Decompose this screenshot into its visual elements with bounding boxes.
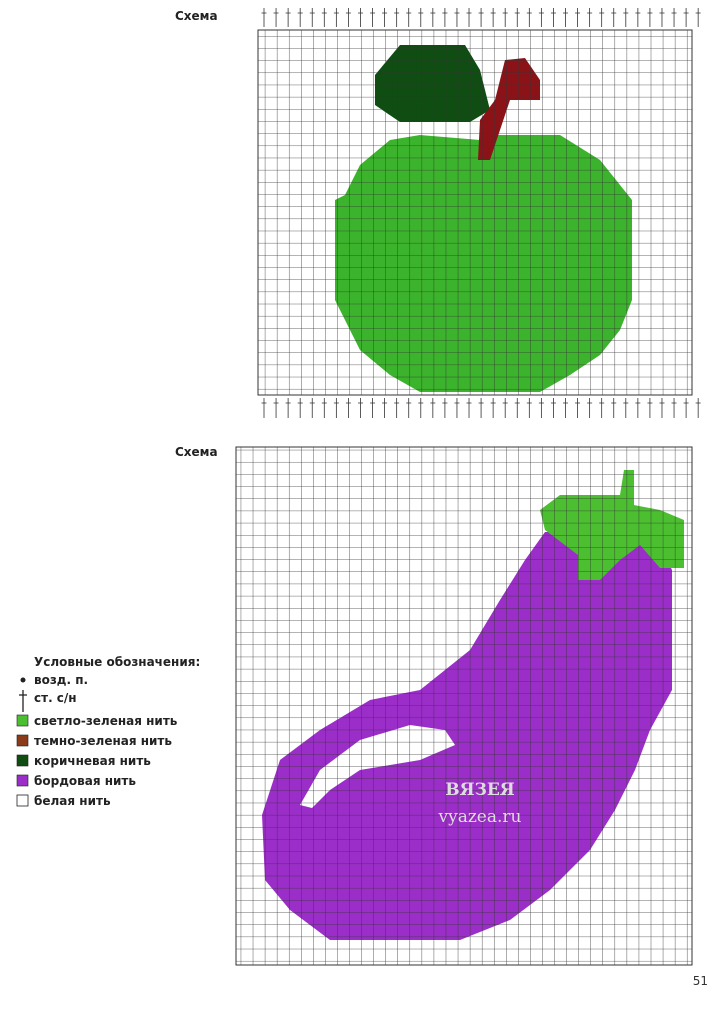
stitch-arrow <box>297 8 303 27</box>
stitch-arrow <box>695 398 701 418</box>
stitch-arrow <box>406 8 412 27</box>
stitch-arrow <box>297 398 303 418</box>
stitch-arrow <box>563 398 568 418</box>
stitch-arrow <box>526 8 532 27</box>
stitch-arrow <box>502 398 508 418</box>
watermark-title: ВЯЗЕЯ <box>445 780 515 800</box>
stitch-arrow <box>285 398 291 418</box>
stitch-arrow <box>382 8 388 27</box>
stitch-arrow <box>478 8 484 27</box>
stitch-arrow <box>563 8 568 27</box>
stitch-arrow <box>550 398 556 418</box>
stitch-arrow <box>261 398 267 418</box>
stitch-arrow <box>550 8 556 27</box>
stitch-arrow <box>647 398 653 418</box>
stitch-arrow <box>382 398 388 418</box>
stitch-arrow <box>370 398 376 418</box>
stitch-arrow <box>671 398 677 418</box>
page-number: 51 <box>693 974 708 988</box>
stitch-arrow <box>695 8 701 27</box>
stitch-arrow <box>309 8 315 27</box>
stitch-arrow <box>490 398 496 418</box>
stitch-arrow <box>538 8 544 27</box>
stitch-arrow <box>345 398 351 418</box>
stitch-arrow <box>466 398 472 418</box>
scheme-label: Схема <box>175 9 218 23</box>
stitch-arrow <box>683 398 689 418</box>
stitch-arrows <box>261 8 701 418</box>
legend-item: светло-зеленая нить <box>34 714 178 728</box>
stitch-arrow <box>321 398 327 418</box>
stitch-arrow <box>575 8 581 27</box>
stitch-arrow <box>418 8 424 27</box>
stitch-arrow <box>611 8 617 27</box>
stitch-arrow <box>454 398 460 418</box>
stitch-arrow <box>659 8 665 27</box>
stitch-arrow <box>309 398 315 418</box>
stitch-arrow <box>587 398 593 418</box>
stitch-arrow <box>430 398 436 418</box>
stitch-arrow <box>623 398 629 418</box>
stitch-arrow <box>599 8 605 27</box>
stitch-arrow <box>647 8 653 27</box>
stitch-arrow <box>635 398 641 418</box>
stitch-arrow <box>394 8 400 27</box>
stitch-arrow <box>357 398 363 418</box>
stitch-arrow <box>478 398 484 418</box>
stitch-arrow <box>538 398 544 418</box>
stitch-arrow <box>659 398 665 418</box>
legend-item: бордовая нить <box>34 774 136 788</box>
legend-item: возд. п. <box>34 673 88 687</box>
legend-item: ст. с/н <box>34 691 77 705</box>
legend-title: Условные обозначения: <box>34 655 200 669</box>
stitch-arrow <box>599 398 605 418</box>
stitch-arrow <box>442 398 448 418</box>
stitch-arrow <box>418 398 424 418</box>
stitch-arrow <box>357 8 363 27</box>
legend-item: темно-зеленая нить <box>34 734 172 748</box>
watermark-url: vyazea.ru <box>438 807 522 827</box>
stitch-arrow <box>502 8 508 27</box>
stitch-arrow <box>671 8 677 27</box>
stitch-arrow <box>575 398 581 418</box>
stitch-arrow <box>285 8 291 27</box>
stitch-arrow <box>273 8 279 27</box>
stitch-arrow <box>490 8 496 27</box>
stitch-arrow <box>333 8 339 27</box>
stitch-arrow <box>394 398 400 418</box>
legend-item: коричневая нить <box>34 754 151 768</box>
stitch-arrow <box>333 398 339 418</box>
stitch-arrow <box>406 398 412 418</box>
stitch-arrow <box>442 8 448 27</box>
stitch-arrow <box>261 8 267 27</box>
stitch-arrow <box>635 8 641 27</box>
stitch-arrow <box>514 8 520 27</box>
stitch-arrow <box>514 398 520 418</box>
stitch-arrow <box>587 8 593 27</box>
stitch-arrow <box>321 8 327 27</box>
apple-chart <box>257 29 693 396</box>
stitch-arrow <box>466 8 472 27</box>
stitch-arrow <box>345 8 351 27</box>
stitch-arrow <box>683 8 689 27</box>
stitch-arrow <box>454 8 460 27</box>
scheme-label: Схема <box>175 445 218 459</box>
stitch-arrow <box>611 398 617 418</box>
stitch-arrow <box>526 398 532 418</box>
stitch-arrow <box>370 8 376 27</box>
stitch-arrow <box>430 8 436 27</box>
stitch-arrow <box>273 398 279 418</box>
legend-item: белая нить <box>34 794 111 808</box>
eggplant-chart <box>235 446 693 966</box>
legend: Условные обозначения: возд. п. ст. с/н с… <box>16 655 200 808</box>
stitch-arrow <box>623 8 629 27</box>
